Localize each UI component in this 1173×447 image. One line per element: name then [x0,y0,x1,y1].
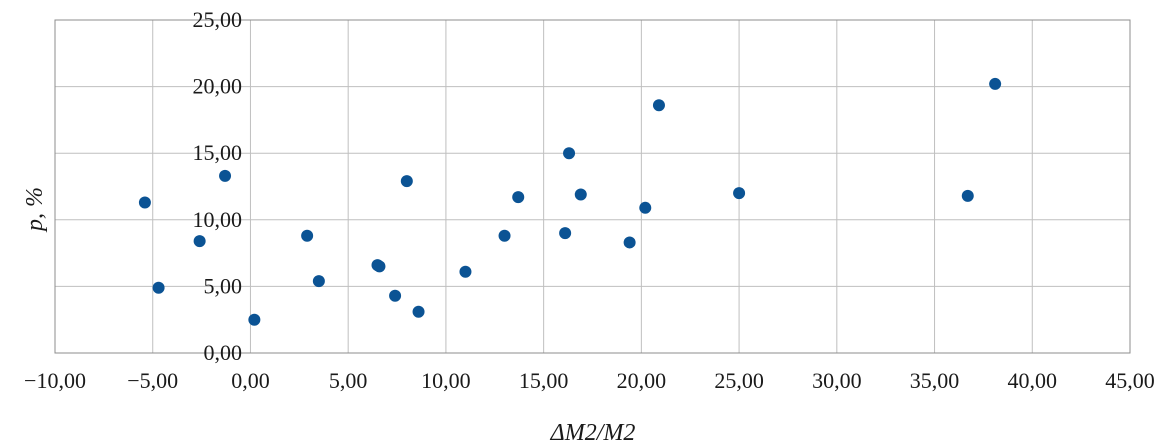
x-tick-label: −5,00 [127,368,178,393]
x-tick-labels: −10,00 −5,00 0,00 5,00 10,00 15,00 20,00 25,00 3… [24,368,1155,393]
x-tick-label: 10,00 [421,368,471,393]
y-tick-label: 10,00 [193,207,243,232]
data-point [412,305,425,318]
data-point [733,187,746,200]
data-point [989,77,1002,90]
data-point [138,196,151,209]
data-point [961,189,974,202]
data-point [152,281,165,294]
data-points [138,77,1002,326]
data-point [623,236,636,249]
x-tick-label: 35,00 [910,368,960,393]
x-tick-label: 0,00 [231,368,270,393]
x-tick-label: 40,00 [1008,368,1058,393]
x-tick-label: 25,00 [714,368,764,393]
data-point [193,235,206,248]
grid-lines [54,19,1131,354]
data-point [301,229,314,242]
x-tick-label: 5,00 [329,368,368,393]
x-tick-label: 20,00 [617,368,667,393]
data-point [459,265,472,278]
data-point [312,275,325,288]
data-point [512,191,525,204]
y-tick-label: 5,00 [204,273,243,298]
data-point [559,227,572,240]
data-point [574,188,587,201]
data-point [563,147,576,160]
x-tick-label: 45,00 [1105,368,1155,393]
y-tick-labels: 0,00 5,00 10,00 15,00 20,00 25,00 [193,7,243,365]
data-point [219,169,232,182]
x-tick-label: 30,00 [812,368,862,393]
data-point [639,201,652,214]
data-point [248,313,261,326]
data-point [498,229,511,242]
x-axis-label: ΔM2/M2 [550,420,636,446]
data-point [400,175,413,188]
y-tick-label: 0,00 [204,340,243,365]
x-tick-label: 15,00 [519,368,569,393]
y-tick-label: 20,00 [193,74,243,99]
y-axis-label: p, % [22,187,48,233]
data-point [389,289,402,302]
y-tick-label: 15,00 [193,140,243,165]
x-tick-label: −10,00 [24,368,86,393]
data-point [373,260,386,273]
data-point [652,99,665,112]
y-tick-label: 25,00 [193,7,243,32]
plot-frame [54,19,1131,354]
